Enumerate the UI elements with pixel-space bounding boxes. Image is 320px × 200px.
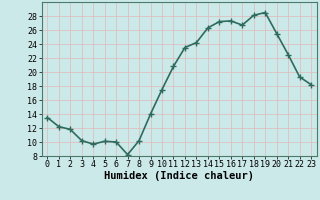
X-axis label: Humidex (Indice chaleur): Humidex (Indice chaleur) (104, 171, 254, 181)
